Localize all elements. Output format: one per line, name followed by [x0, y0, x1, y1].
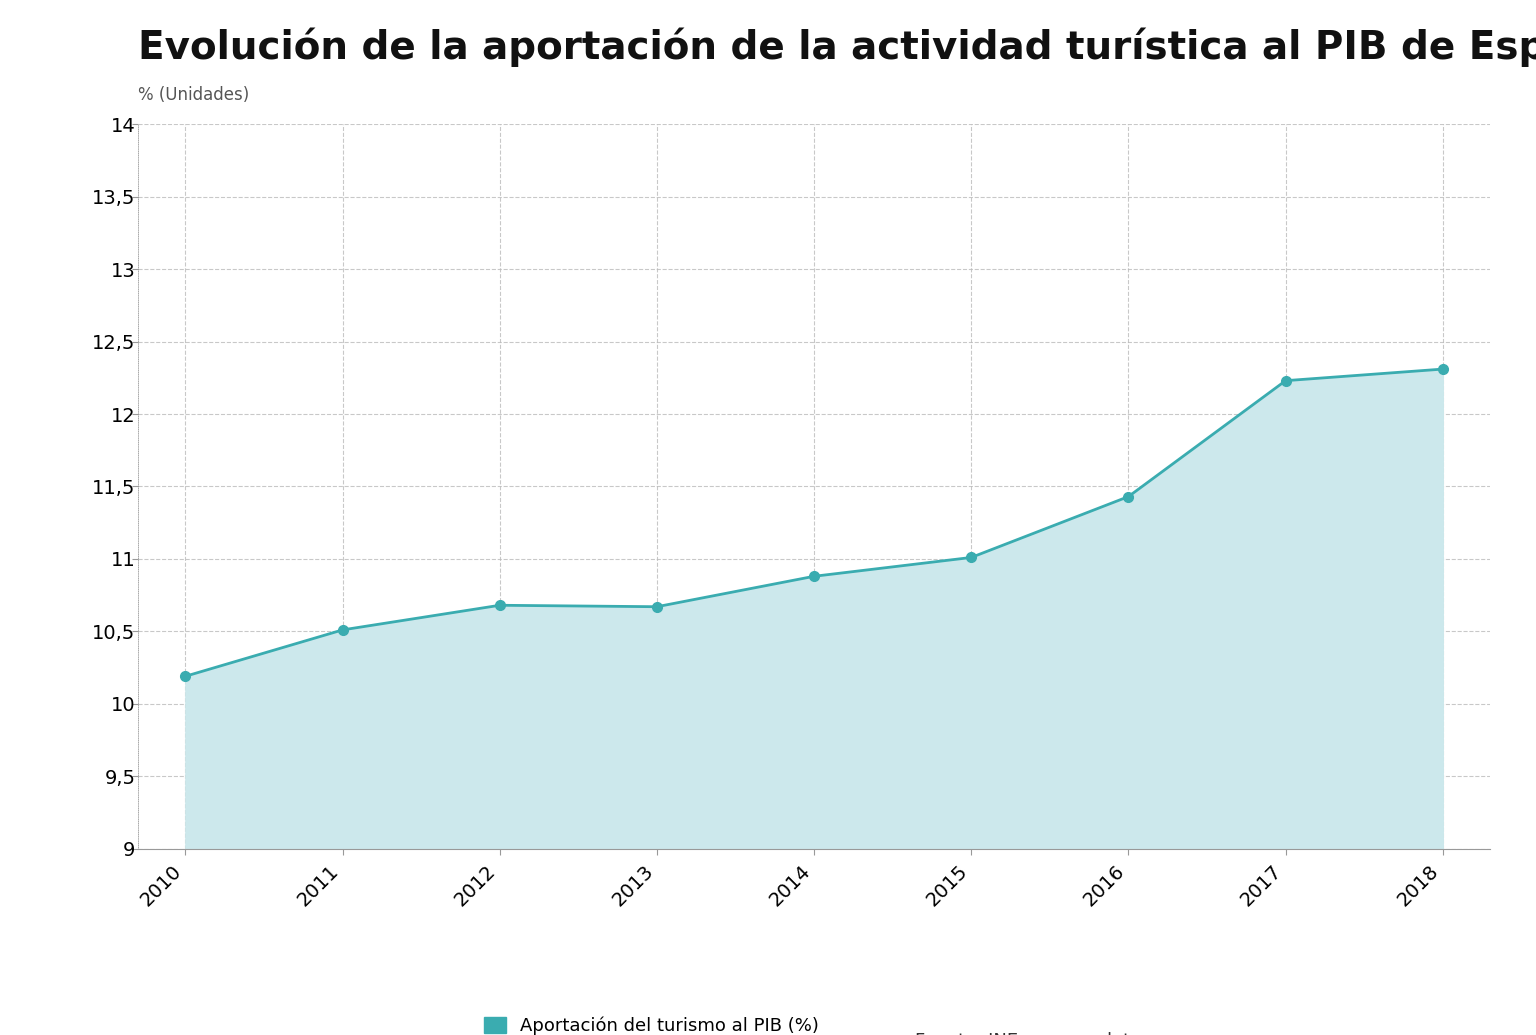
Text: % (Unidades): % (Unidades) [138, 86, 249, 104]
Text: Evolución de la aportación de la actividad turística al PIB de España: Evolución de la aportación de la activid… [138, 28, 1536, 67]
Text: Fuente: INE, www.epdata.es: Fuente: INE, www.epdata.es [915, 1032, 1167, 1035]
Legend: Aportación del turismo al PIB (%): Aportación del turismo al PIB (%) [478, 1009, 826, 1035]
